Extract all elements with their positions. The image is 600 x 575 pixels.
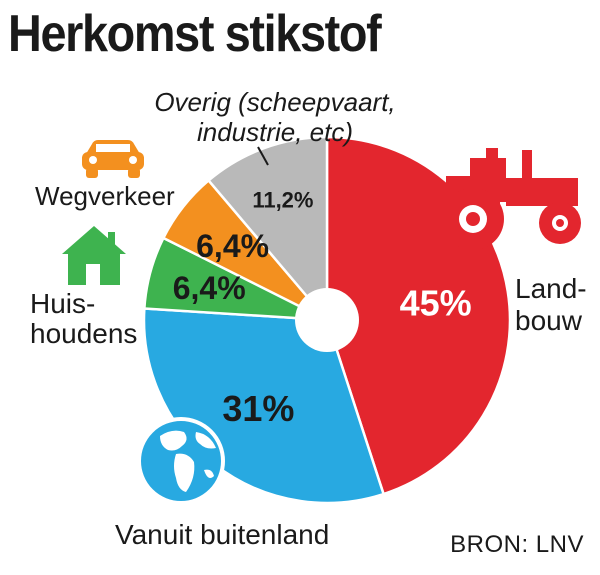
overig-leader-line: [257, 146, 269, 166]
slice-overig: [207, 135, 329, 322]
chart-title: Herkomst stikstof: [8, 5, 382, 63]
label-overig: Overig (scheepvaart, industrie, etc): [150, 87, 400, 147]
slice-label-buitenland: 31%: [222, 388, 294, 429]
label-huishoudens: Huis- houdens: [30, 289, 137, 349]
car-icon: [82, 140, 144, 178]
slice-labels: 45% 31% 6,4% 6,4% 11,2%: [173, 187, 472, 429]
globe-icon: [137, 417, 225, 505]
pie-slices: [142, 135, 512, 505]
tractor-icon: [442, 148, 581, 250]
label-wegverkeer: Wegverkeer: [35, 181, 175, 211]
label-buitenland: Vanuit buitenland: [115, 519, 330, 550]
label-huishoudens-line2: houdens: [30, 318, 138, 349]
label-overig-line2: industrie, etc): [196, 117, 354, 147]
label-landbouw-line2: bouw: [515, 305, 582, 336]
donut-hole: [295, 288, 359, 352]
slice-label-wegverkeer: 6,4%: [196, 228, 269, 264]
house-icon: [62, 226, 126, 285]
slice-label-huishoudens: 6,4%: [173, 270, 246, 306]
source-note: BRON: LNV: [450, 531, 584, 558]
label-landbouw-line1: Land-: [515, 273, 587, 304]
label-overig-line1: Overig (scheepvaart,: [154, 87, 396, 117]
slice-label-overig: 11,2%: [252, 187, 313, 212]
label-huishoudens-line1: Huis-: [30, 288, 96, 319]
slice-label-landbouw: 45%: [400, 282, 472, 323]
label-landbouw: Land- bouw: [515, 273, 587, 337]
